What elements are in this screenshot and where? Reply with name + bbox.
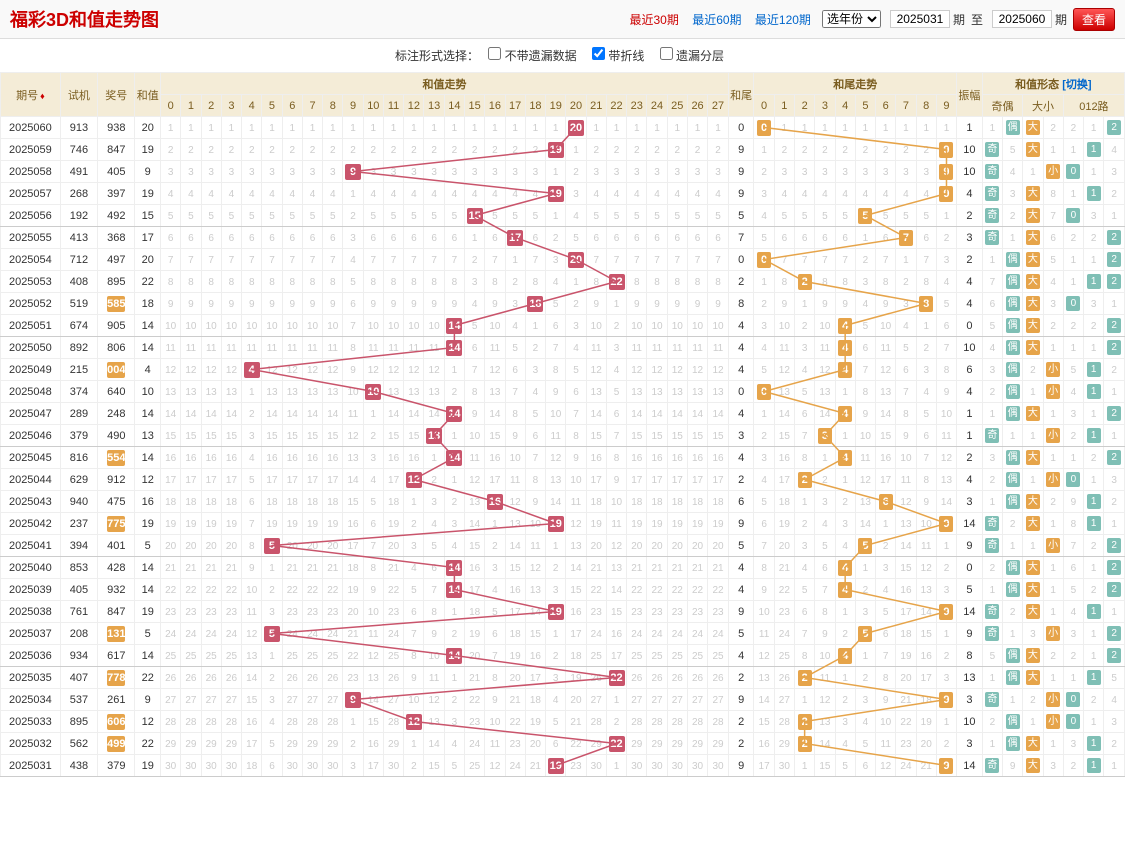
option-no-miss[interactable]: 不带遗漏数据	[488, 49, 576, 63]
table-row: 2025054712497207777777774777772717320777…	[1, 249, 1125, 271]
page-title: 福彩3D和值走势图	[10, 6, 625, 32]
table-row: 2025059746847192222222222222222222191222…	[1, 139, 1125, 161]
table-row: 2025058491405933333333393333333331233333…	[1, 161, 1125, 183]
table-row: 2025053408895228888888885888883828418228…	[1, 271, 1125, 293]
table-row: 2025039405932142222222210222222219922571…	[1, 579, 1125, 601]
to-issue-input[interactable]	[992, 10, 1052, 28]
period-links: 最近30期 最近60期 最近120期	[625, 11, 816, 28]
table-row: 2025060913938201111111111111111111120111…	[1, 117, 1125, 139]
table-row: 2025036934617142525252513125252522122581…	[1, 645, 1125, 667]
table-row: 2025051674905141010101010101010107101010…	[1, 315, 1125, 337]
table-row: 2025038761847192323232311323232320102368…	[1, 601, 1125, 623]
checkbox-no-miss[interactable]	[488, 47, 501, 60]
table-row: 2025057268397194444444441444444444193444…	[1, 183, 1125, 205]
period-link-30[interactable]: 最近30期	[630, 13, 679, 27]
year-select[interactable]: 选年份	[822, 10, 881, 28]
table-row: 2025047289248141414141421414141411114141…	[1, 403, 1125, 425]
table-row: 2025040853428142121212191212121188214614…	[1, 557, 1125, 579]
options-label: 标注形式选择：	[395, 49, 479, 63]
table-row: 2025050892806141111111111111111118111111…	[1, 337, 1125, 359]
chart-wrap: 期号♦试机奖号和值和值走势和尾和尾走势振幅和值形态 [切换] 012345678…	[0, 72, 1125, 777]
checkbox-polyline[interactable]	[592, 47, 605, 60]
period-word-1: 期	[953, 11, 965, 28]
checkbox-layer[interactable]	[660, 47, 673, 60]
table-row: 2025048374640101313131311313131310101313…	[1, 381, 1125, 403]
period-word-2: 期	[1055, 11, 1067, 28]
table-row: 2025056192492155555555552555551555514555…	[1, 205, 1125, 227]
from-issue-input[interactable]	[890, 10, 950, 28]
table-row: 2025046379490131515151531515151512215151…	[1, 425, 1125, 447]
table-row: 2025052519585189999999996999994931852919…	[1, 293, 1125, 315]
to-word: 至	[971, 11, 983, 28]
table-row: 2025055413368176666666663666661617625666…	[1, 227, 1125, 249]
table-row: 2025041394401520202020852020201772035415…	[1, 535, 1125, 557]
table-row: 2025032562499222929292917529292921629114…	[1, 733, 1125, 755]
option-polyline[interactable]: 带折线	[592, 49, 644, 63]
table-row: 2025035407778222626262614226262623132691…	[1, 667, 1125, 689]
option-layer[interactable]: 遗漏分层	[660, 49, 724, 63]
table-row: 2025043940475161818181861818181815518132…	[1, 491, 1125, 513]
table-row: 2025037208131524242424125242424211124792…	[1, 623, 1125, 645]
table-row: 2025049215004412121212412121212912121212…	[1, 359, 1125, 381]
table-row: 2025044629912121717171751717171714417122…	[1, 469, 1125, 491]
table-row: 2025031438379193030303018630303031730215…	[1, 755, 1125, 777]
table-row: 2025045816554141616161641616161613316161…	[1, 447, 1125, 469]
table-row: 2025042237775191919191971919191916619243…	[1, 513, 1125, 535]
table-row: 2025034537261927272727153272727914271012…	[1, 689, 1125, 711]
table-row: 2025033895606122828282816428282811528121…	[1, 711, 1125, 733]
period-link-120[interactable]: 最近120期	[755, 13, 811, 27]
view-button[interactable]: 查看	[1073, 8, 1115, 31]
period-link-60[interactable]: 最近60期	[692, 13, 741, 27]
trend-table: 期号♦试机奖号和值和值走势和尾和尾走势振幅和值形态 [切换] 012345678…	[0, 72, 1125, 777]
